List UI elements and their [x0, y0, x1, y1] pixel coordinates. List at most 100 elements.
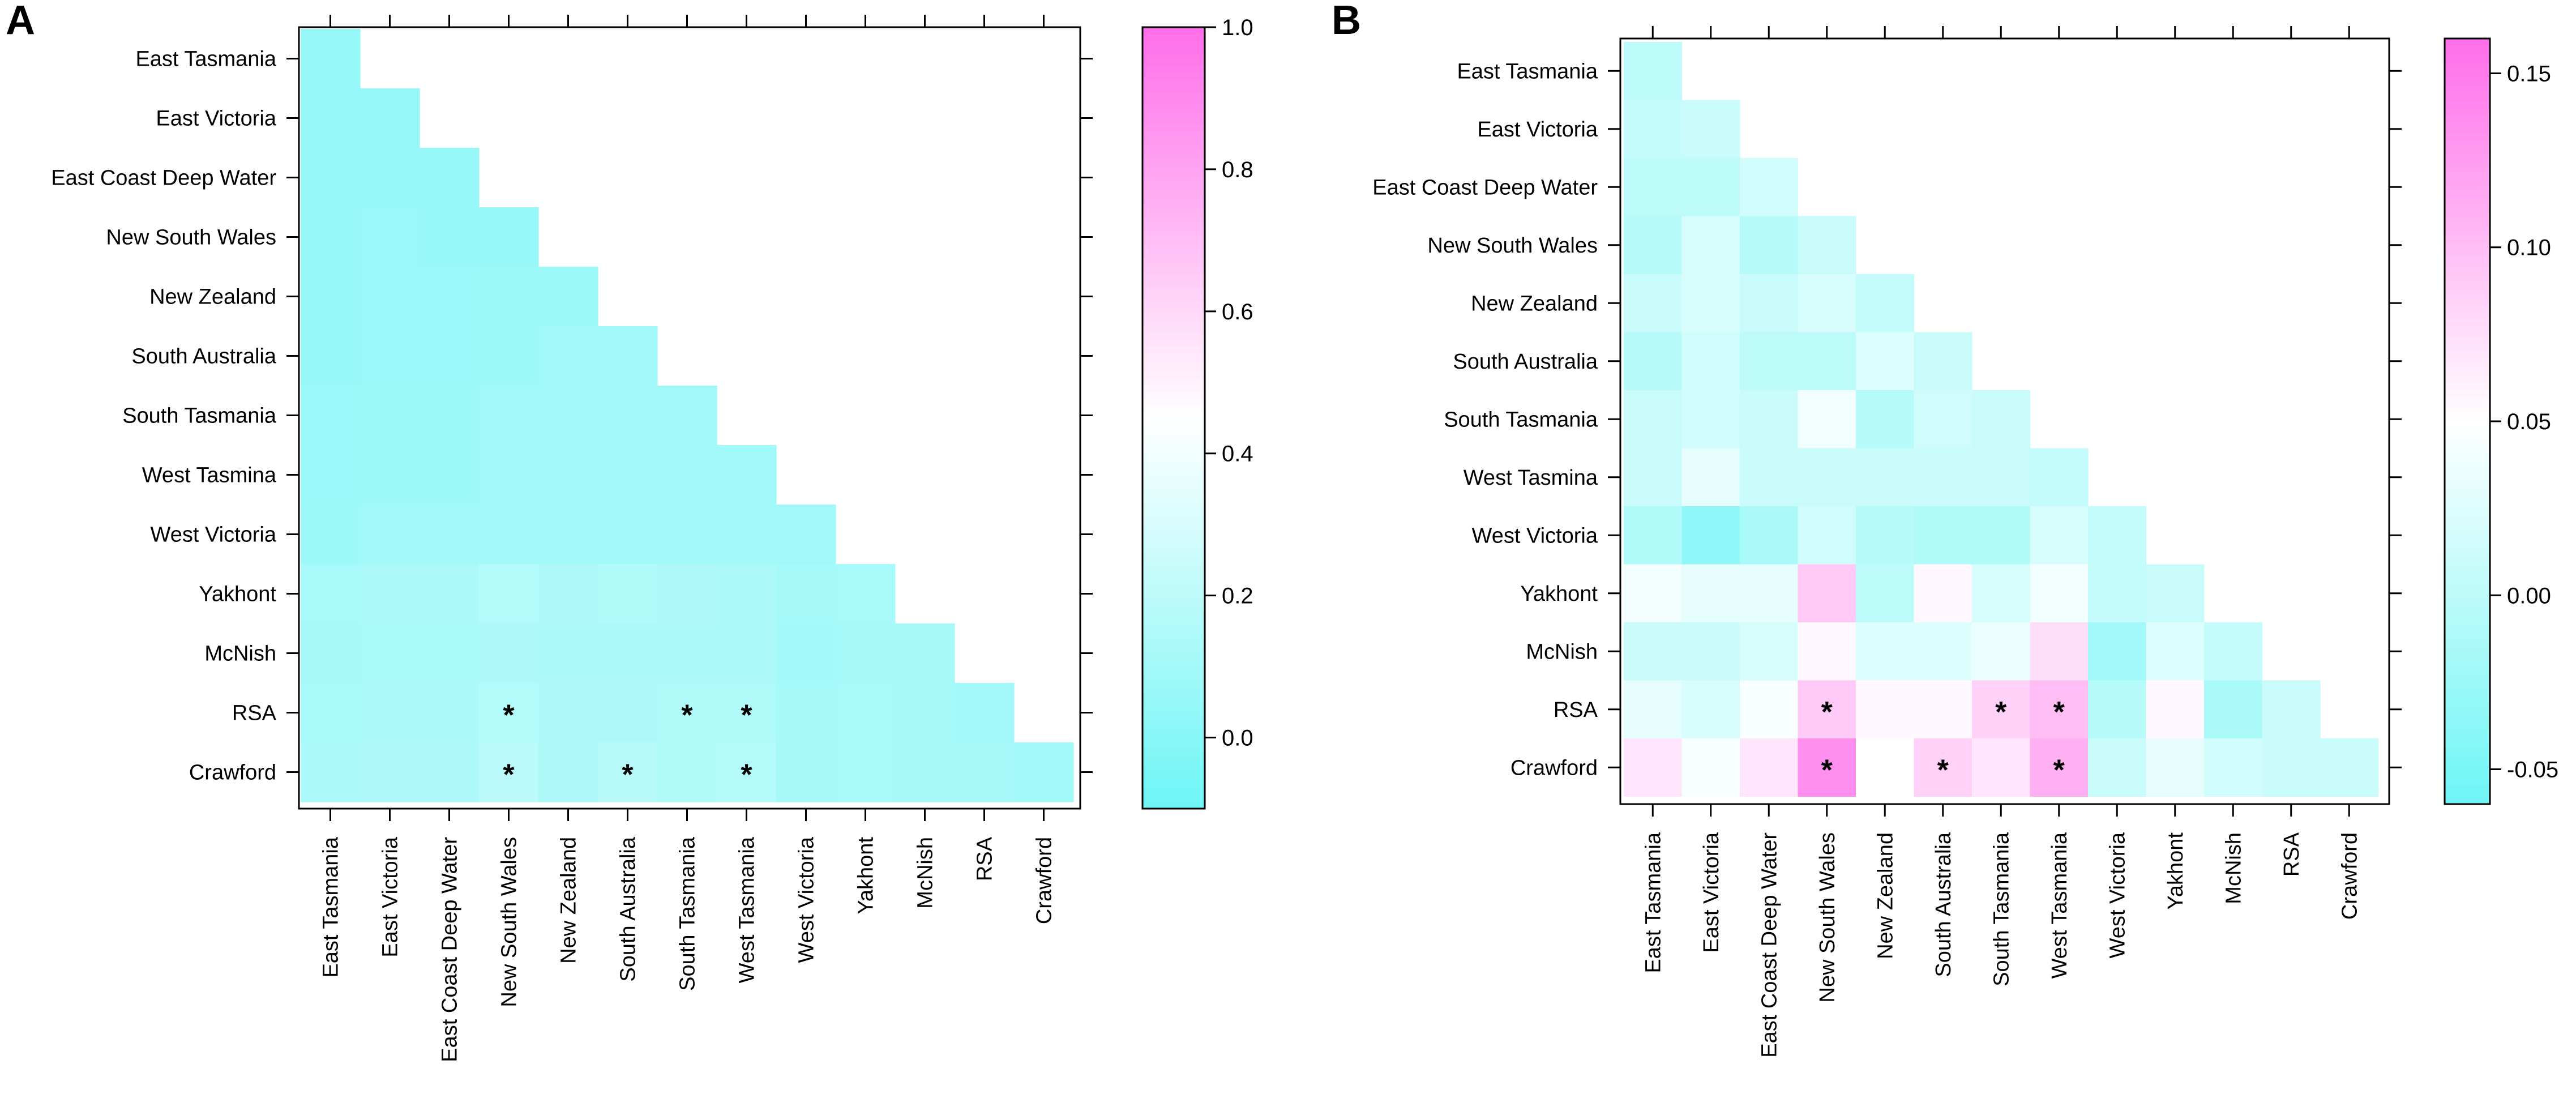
pb-cell-12-11 — [2262, 738, 2321, 797]
pb-cell-11-4 — [1856, 680, 1915, 739]
pb-row-label-2: East Coast Deep Water — [1372, 176, 1598, 199]
pa-colorbar-step-81 — [1142, 554, 1205, 562]
pb-cell-2-1 — [1681, 158, 1740, 217]
pa-colorbar-step-116 — [1142, 783, 1205, 790]
pb-cell-7-7 — [2030, 448, 2089, 507]
pb-colorbar-step-87 — [2445, 593, 2490, 601]
pa-colorbar-step-39 — [1142, 281, 1205, 288]
pb-cell-9-0 — [1624, 564, 1683, 623]
pa-colorbar-step-8 — [1142, 79, 1205, 87]
pb-colorbar-step-38 — [2445, 281, 2490, 288]
pb-colorbar-step-73 — [2445, 504, 2490, 511]
pb-colorbar-step-54 — [2445, 383, 2490, 390]
pa-colorbar-step-113 — [1142, 763, 1205, 770]
pa-colorbar-step-93 — [1142, 633, 1205, 640]
pa-colorbar-step-30 — [1142, 223, 1205, 230]
pb-colorbar-step-50 — [2445, 357, 2490, 365]
pb-col-label-11: RSA — [2280, 832, 2304, 877]
pb-colorbar-step-115 — [2445, 772, 2490, 779]
pb-cell-11-10 — [2204, 680, 2263, 739]
pb-row-label-12: Crawford — [1510, 756, 1598, 780]
pb-colorbar-step-43 — [2445, 313, 2490, 320]
pa-colorbar-step-77 — [1142, 528, 1205, 536]
pa-cell-12-0 — [301, 742, 361, 802]
pb-colorbar-step-89 — [2445, 606, 2490, 613]
pa-colorbar-step-41 — [1142, 294, 1205, 301]
pb-cell-12-1 — [1681, 738, 1740, 797]
pa-colorbar-step-106 — [1142, 717, 1205, 725]
pa-row-label-10: McNish — [204, 642, 276, 666]
pb-col-label-5: South Australia — [1932, 832, 1955, 977]
pb-cell-10-4 — [1856, 622, 1915, 681]
pb-colorbar-step-70 — [2445, 485, 2490, 492]
pb-cell-7-1 — [1681, 448, 1740, 507]
pa-cell-5-1 — [360, 326, 420, 386]
pb-row-label-8: West Victoria — [1472, 524, 1598, 548]
pa-col-label-8: West Victoria — [795, 836, 819, 963]
pb-cell-11-1 — [1681, 680, 1740, 739]
pa-colorbar-step-100 — [1142, 678, 1205, 686]
pa-colorbar-step-56 — [1142, 392, 1205, 399]
pa-cell-11-3 — [479, 683, 539, 743]
pb-colorbar-label-3: 0.10 — [2507, 236, 2551, 260]
pa-colorbar-step-9 — [1142, 86, 1205, 93]
pa-cell-11-8 — [776, 683, 836, 743]
pb-colorbar-step-37 — [2445, 274, 2490, 281]
pa-cell-10-3 — [479, 623, 539, 683]
pb-colorbar-step-86 — [2445, 587, 2490, 594]
pa-cell-3-0 — [301, 207, 361, 267]
pa-cell-8-6 — [657, 505, 717, 565]
pa-cell-4-3 — [479, 267, 539, 327]
pa-row-label-2: East Coast Deep Water — [51, 166, 276, 190]
pb-cell-2-2 — [1740, 158, 1799, 217]
pb-colorbar-step-105 — [2445, 708, 2490, 716]
pa-colorbar-step-48 — [1142, 340, 1205, 347]
pa-cell-11-7 — [717, 683, 777, 743]
pa-colorbar-step-67 — [1142, 463, 1205, 471]
pb-colorbar-step-77 — [2445, 529, 2490, 537]
pa-cell-5-0 — [301, 326, 361, 386]
pa-col-label-2: East Coast Deep Water — [438, 837, 462, 1062]
pb-cell-5-3 — [1798, 332, 1856, 391]
pb-cell-9-3 — [1798, 564, 1856, 623]
pa-colorbar-step-110 — [1142, 743, 1205, 751]
pa-significance-marker-11-7: * — [741, 699, 752, 732]
pb-colorbar-step-60 — [2445, 421, 2490, 429]
pa-cell-12-12 — [1014, 742, 1074, 802]
pa-cell-2-1 — [360, 148, 420, 208]
pb-col-label-2: East Coast Deep Water — [1757, 832, 1781, 1058]
pa-colorbar-step-111 — [1142, 750, 1205, 757]
pa-colorbar-frame — [1141, 26, 1206, 810]
pa-colorbar-step-72 — [1142, 496, 1205, 503]
pa-significance-marker-12-7: * — [741, 759, 752, 792]
pb-cell-0-0 — [1624, 42, 1683, 101]
pb-colorbar-step-63 — [2445, 440, 2490, 447]
pa-col-label-12: Crawford — [1033, 837, 1056, 924]
pa-colorbar-step-60 — [1142, 418, 1205, 425]
pb-colorbar-step-6 — [2445, 76, 2490, 84]
pa-cell-11-11 — [955, 683, 1015, 743]
pa-cell-5-2 — [420, 326, 480, 386]
pb-colorbar-label-0: -0.05 — [2507, 758, 2558, 783]
pa-colorbar-step-54 — [1142, 379, 1205, 386]
pb-cell-3-1 — [1681, 216, 1740, 275]
pb-colorbar-step-56 — [2445, 395, 2490, 403]
pa-cell-11-5 — [598, 683, 658, 743]
pb-cell-8-4 — [1856, 506, 1915, 565]
pb-colorbar-step-25 — [2445, 198, 2490, 205]
pa-row-label-8: West Victoria — [151, 523, 277, 547]
panel-a-letter: A — [6, 0, 35, 43]
pa-colorbar-step-46 — [1142, 327, 1205, 334]
pb-row-label-9: Yakhont — [1520, 582, 1598, 606]
pa-colorbar-step-97 — [1142, 659, 1205, 666]
pa-cell-11-2 — [420, 683, 480, 743]
pb-cell-7-6 — [1972, 448, 2031, 507]
pb-significance-marker-12-7: * — [2053, 754, 2065, 787]
pa-colorbar-step-89 — [1142, 606, 1205, 614]
pb-colorbar-step-96 — [2445, 651, 2490, 658]
pa-cell-7-0 — [301, 445, 361, 505]
pa-cell-9-3 — [479, 564, 539, 624]
pb-colorbar-step-10 — [2445, 102, 2490, 109]
pa-colorbar-step-88 — [1142, 600, 1205, 608]
pa-colorbar-step-92 — [1142, 626, 1205, 634]
